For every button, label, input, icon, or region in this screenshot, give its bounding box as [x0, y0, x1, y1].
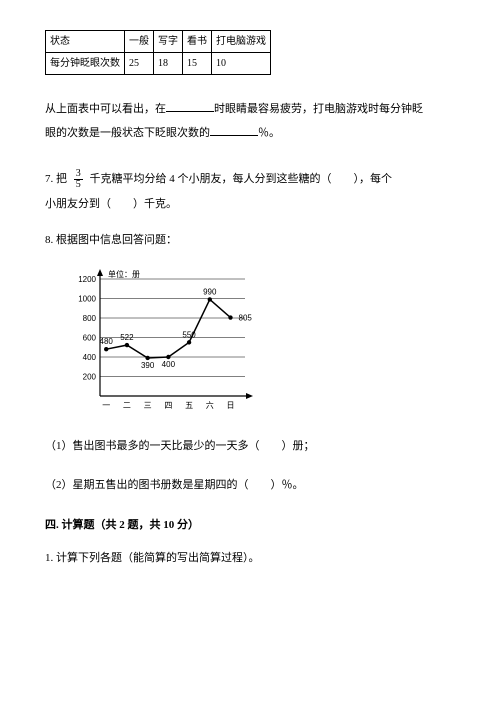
- blink-table: 状态 一般 写字 看书 打电脑游戏 每分钟眨眼次数 25 18 15 10: [45, 30, 271, 75]
- svg-text:550: 550: [182, 330, 196, 339]
- q7-mid2: 小朋友分到（ ）千克。: [45, 198, 177, 210]
- question-8-title: 8. 根据图中信息回答问题：: [45, 230, 455, 251]
- section-4-q1: 1. 计算下列各题（能简算的写出简算过程）。: [45, 548, 455, 569]
- svg-text:990: 990: [203, 287, 217, 296]
- svg-text:600: 600: [83, 333, 97, 342]
- td-v2: 15: [183, 53, 212, 75]
- td-label: 每分钟眨眼次数: [46, 53, 125, 75]
- th-game: 打电脑游戏: [212, 31, 271, 53]
- th-normal: 一般: [125, 31, 154, 53]
- svg-text:390: 390: [141, 361, 155, 370]
- td-v3: 10: [212, 53, 271, 75]
- svg-text:1200: 1200: [78, 275, 96, 284]
- fill-post1: 时眼睛最容易疲劳，打电脑游戏时每分钟眨: [214, 103, 423, 115]
- fill-pre2: 眼的次数是一般状态下眨眼次数的: [45, 127, 210, 139]
- svg-text:日: 日: [227, 401, 235, 410]
- th-state: 状态: [46, 31, 125, 53]
- svg-text:五: 五: [185, 401, 193, 410]
- td-v0: 25: [125, 53, 154, 75]
- td-v1: 18: [154, 53, 183, 75]
- q7-prefix: 7. 把: [45, 173, 67, 185]
- q7-mid1: 千克糖平均分给 4 个小朋友，每人分到这些糖的（ ），每个: [90, 173, 393, 185]
- q8-sub1: （1）售出图书最多的一天比最少的一天多（ ）册；: [45, 436, 455, 457]
- svg-text:二: 二: [123, 401, 131, 410]
- fill-pre1: 从上面表中可以看出，在: [45, 103, 166, 115]
- svg-text:800: 800: [83, 314, 97, 323]
- question-7: 7. 把 3 5 千克糖平均分给 4 个小朋友，每人分到这些糖的（ ），每个 小…: [45, 167, 455, 215]
- chart-svg: 200 400 600 800 1000 1200 单位：册一 二 三 四 五 六 日 480 522 390…: [65, 261, 255, 416]
- q8-sub2: （2）星期五售出的图书册数是星期四的（ ）％。: [45, 475, 455, 496]
- blank-2: [210, 124, 258, 136]
- table-row: 每分钟眨眼次数 25 18 15 10: [46, 53, 271, 75]
- svg-text:805: 805: [239, 313, 253, 322]
- section-4-title: 四. 计算题（共 2 题，共 10 分）: [45, 515, 455, 536]
- svg-text:1000: 1000: [78, 294, 96, 303]
- th-read: 看书: [183, 31, 212, 53]
- table-row: 状态 一般 写字 看书 打电脑游戏: [46, 31, 271, 53]
- svg-text:400: 400: [162, 360, 176, 369]
- svg-text:六: 六: [206, 400, 214, 410]
- fraction-3-5: 3 5: [74, 169, 83, 190]
- svg-text:480: 480: [100, 337, 114, 346]
- fill-post2: ％。: [258, 127, 280, 139]
- svg-text:三: 三: [144, 401, 152, 410]
- frac-den: 5: [74, 180, 83, 190]
- svg-text:单位：册: 单位：册: [108, 269, 140, 279]
- svg-text:四: 四: [164, 401, 172, 410]
- svg-text:200: 200: [83, 372, 97, 381]
- svg-text:一: 一: [102, 401, 110, 410]
- line-chart: 200 400 600 800 1000 1200 单位：册一 二 三 四 五 六 日 480 522 390…: [65, 261, 455, 416]
- svg-text:400: 400: [83, 353, 97, 362]
- blank-1: [166, 100, 214, 112]
- svg-text:522: 522: [120, 333, 134, 342]
- fill-paragraph: 从上面表中可以看出，在 时眼睛最容易疲劳，打电脑游戏时每分钟眨 眼的次数是一般状态…: [45, 97, 455, 145]
- th-write: 写字: [154, 31, 183, 53]
